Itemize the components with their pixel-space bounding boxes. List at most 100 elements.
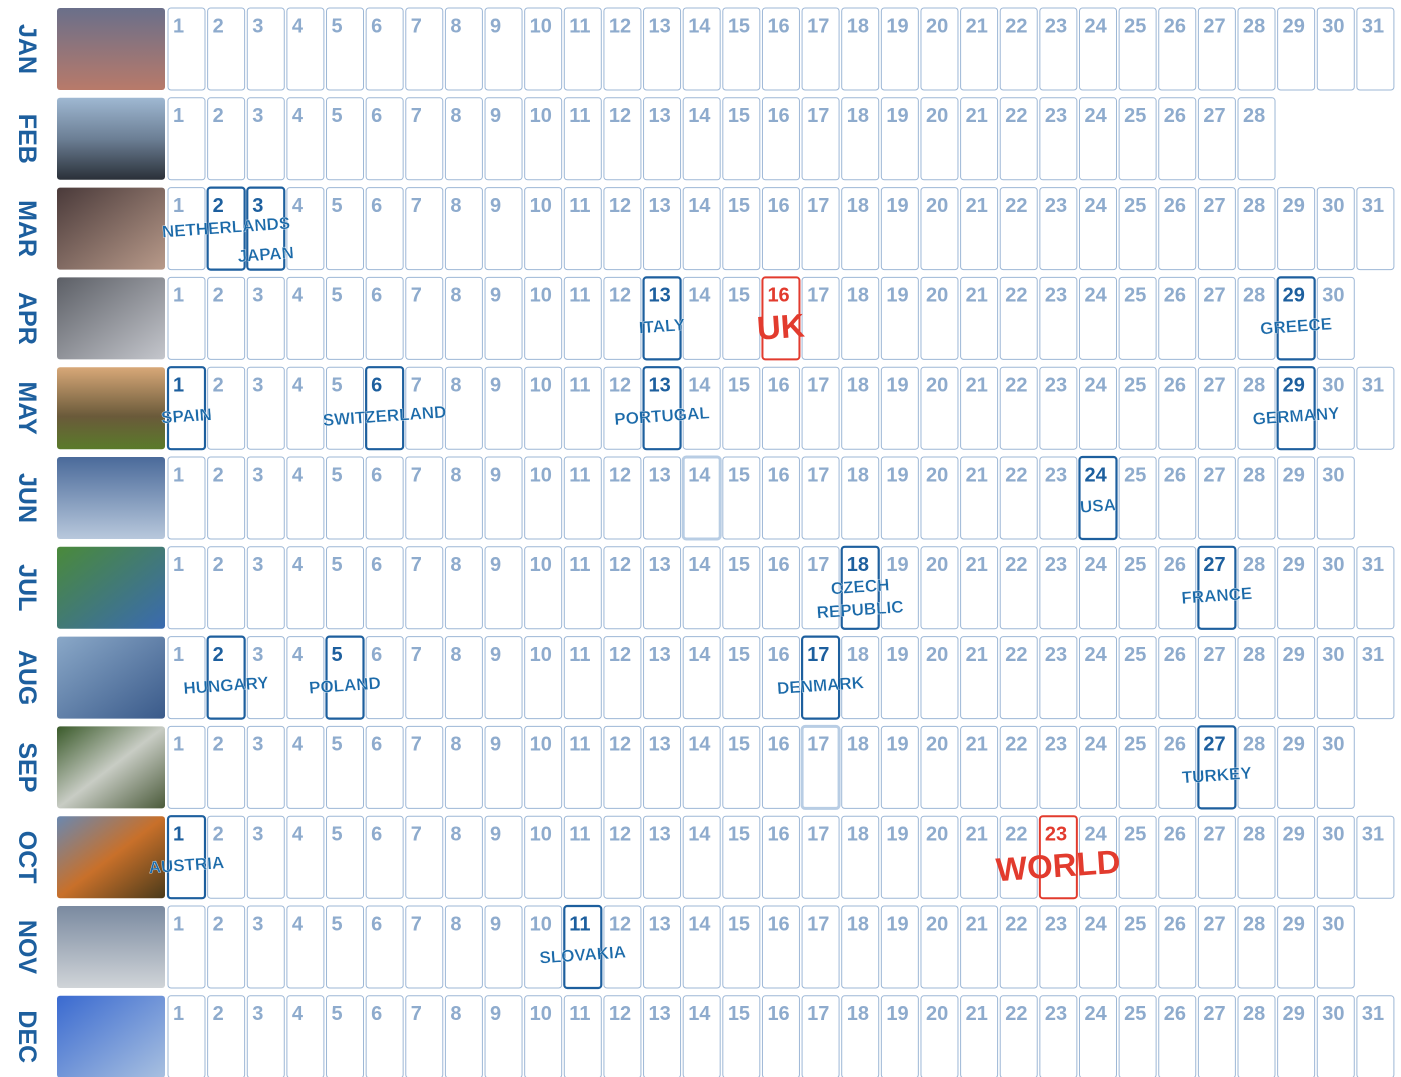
day-box [1118, 187, 1157, 271]
day-number: 2 [213, 374, 224, 396]
day-number: 20 [926, 15, 948, 37]
day-box [246, 7, 285, 91]
day-box [1118, 815, 1157, 899]
day-number: 28 [1243, 554, 1265, 576]
day-box [206, 635, 246, 720]
day-number: 16 [767, 913, 789, 935]
month-photo [57, 816, 165, 899]
day-number: 27 [1203, 374, 1225, 396]
day-box [761, 456, 800, 540]
day-box [841, 725, 880, 809]
day-box [524, 276, 563, 360]
day-box [801, 546, 840, 630]
day-box [603, 995, 642, 1077]
day-box [1038, 815, 1078, 900]
day-number: 9 [490, 195, 501, 217]
month-label: MAY [13, 382, 41, 436]
day-box [1277, 725, 1316, 809]
day-box [841, 905, 880, 989]
day-box [524, 905, 563, 989]
day-number: 22 [1005, 1003, 1027, 1025]
day-number: 7 [411, 464, 422, 486]
day-box [1197, 815, 1236, 899]
day-number: 25 [1124, 105, 1146, 127]
day-number: 22 [1005, 823, 1027, 845]
day-number: 9 [490, 374, 501, 396]
day-number: 11 [569, 823, 590, 845]
day-number: 19 [886, 195, 908, 217]
day-box [167, 905, 206, 989]
day-number: 25 [1124, 285, 1146, 307]
day-box [167, 7, 206, 91]
day-number: 4 [292, 15, 304, 37]
month-row: JUN 1 2 3 4 5 6 7 8 9 10 11 12 13 14 15 16 17 18 19 20 21 22 23… [13, 455, 1355, 541]
day-box [326, 546, 365, 630]
day-box [603, 187, 642, 271]
day-number: 12 [609, 823, 631, 845]
day-number: 8 [450, 913, 461, 935]
day-box [1039, 725, 1078, 809]
day-box [880, 7, 919, 91]
day-box [563, 904, 603, 990]
day-number: 26 [1164, 913, 1186, 935]
day-box [524, 636, 563, 720]
day-box [286, 995, 325, 1077]
day-number: 7 [411, 1003, 422, 1025]
day-box [1316, 725, 1355, 809]
day-number: 27 [1203, 644, 1225, 666]
day-number: 29 [1283, 823, 1305, 845]
day-box [286, 187, 325, 271]
day-box [286, 725, 325, 809]
day-number: 25 [1124, 823, 1146, 845]
day-box [1277, 7, 1316, 91]
day-number: 9 [490, 15, 501, 37]
day-number: 11 [569, 913, 590, 935]
day-box [563, 7, 602, 91]
day-number: 18 [847, 464, 869, 486]
day-box [444, 97, 483, 181]
day-number: 10 [530, 554, 552, 576]
day-box [682, 366, 721, 450]
day-box [167, 636, 206, 720]
country-label: GREECE [1260, 314, 1333, 338]
day-box [999, 725, 1038, 809]
day-box [1078, 905, 1117, 989]
day-number: 14 [688, 1003, 711, 1025]
month-photo [57, 8, 165, 90]
day-number: 14 [688, 734, 711, 756]
month-label: JAN [13, 24, 41, 74]
day-box [682, 276, 721, 360]
day-number: 4 [292, 554, 304, 576]
day-box [524, 366, 563, 450]
country-label: JAPAN [237, 243, 295, 266]
day-number: 1 [173, 374, 184, 396]
day-box [246, 97, 285, 181]
day-box [365, 187, 404, 271]
day-box [1237, 456, 1276, 540]
day-box [365, 905, 404, 989]
day-box [800, 635, 841, 720]
day-box [1078, 97, 1117, 181]
day-box [880, 546, 919, 630]
day-box [1078, 366, 1117, 450]
day-number: 11 [569, 554, 590, 576]
country-label: USA [1079, 495, 1116, 516]
month-label: FEB [13, 114, 41, 164]
day-box [1078, 636, 1117, 720]
day-box [722, 995, 761, 1077]
day-number: 6 [371, 1003, 382, 1025]
day-box [920, 636, 959, 720]
day-number: 3 [252, 554, 263, 576]
day-box [405, 725, 444, 809]
day-number: 25 [1124, 374, 1146, 396]
day-box [643, 905, 682, 989]
day-box [1118, 905, 1157, 989]
day-number: 18 [847, 105, 869, 127]
month-photo [57, 546, 165, 629]
day-number: 13 [649, 913, 671, 935]
day-box [681, 455, 722, 541]
month-row: FEB 1 2 3 4 5 6 7 8 9 10 11 12 13 14 15 16 17 18 19 20 21 22 23… [13, 97, 1276, 181]
day-number: 27 [1203, 734, 1225, 756]
day-box [761, 187, 800, 271]
day-number: 7 [411, 195, 422, 217]
